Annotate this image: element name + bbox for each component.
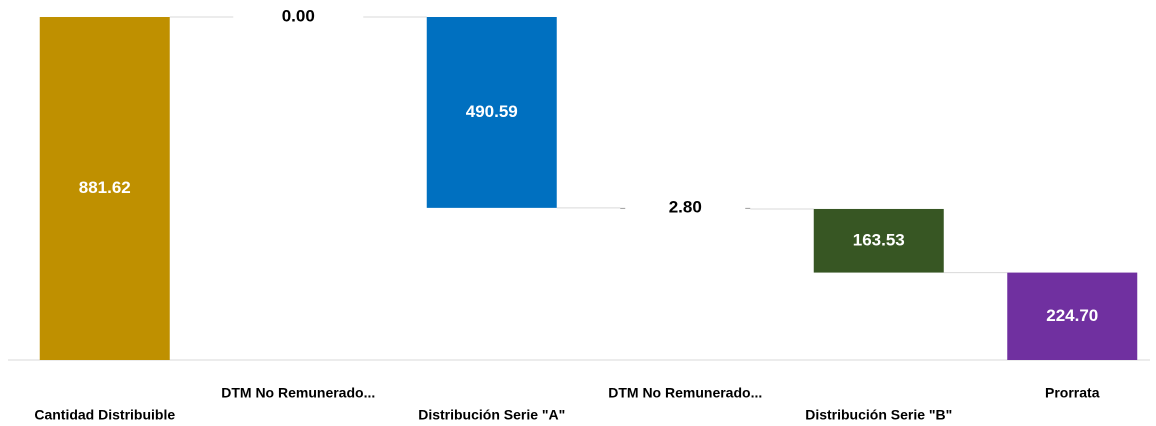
label-bg bbox=[238, 5, 359, 29]
value-label: 2.80 bbox=[669, 197, 702, 216]
x-tick-label: Distribución Serie "A" bbox=[418, 407, 565, 423]
x-tick-label: Cantidad Distribuible bbox=[34, 407, 175, 423]
bar bbox=[426, 17, 557, 208]
value-label: 163.53 bbox=[853, 230, 905, 249]
value-label: 0.00 bbox=[282, 6, 315, 25]
x-tick-label: DTM No Remunerado... bbox=[221, 385, 375, 401]
x-tick-label: Distribución Serie "B" bbox=[805, 407, 952, 423]
label-bg bbox=[625, 195, 746, 220]
bar bbox=[1007, 272, 1138, 360]
x-tick-label: Prorrata bbox=[1045, 385, 1100, 401]
value-label: 224.70 bbox=[1046, 306, 1098, 325]
bar bbox=[39, 17, 170, 360]
value-label: 490.59 bbox=[466, 102, 518, 121]
x-tick-label: DTM No Remunerado... bbox=[608, 385, 762, 401]
bar bbox=[813, 208, 944, 273]
value-label: 881.62 bbox=[79, 178, 131, 197]
